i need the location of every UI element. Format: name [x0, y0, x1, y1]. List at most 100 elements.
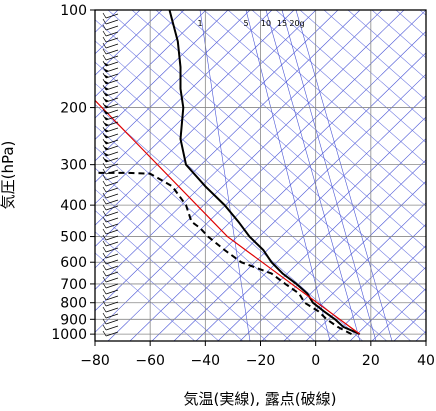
skew-line	[107, 30, 426, 341]
skew-line	[95, 10, 273, 183]
wind-barb	[102, 150, 119, 157]
wind-barb-shaft	[105, 301, 119, 307]
wind-barb-flag	[102, 12, 107, 19]
x-tick-label: 0	[311, 353, 320, 369]
wind-barb-pennant	[103, 98, 109, 102]
wind-barb-flag	[102, 192, 107, 199]
y-tick-label: 500	[60, 230, 87, 246]
wind-barb-shaft	[105, 259, 119, 265]
adiabat-line	[95, 231, 220, 341]
wind-barb-shaft	[105, 103, 119, 109]
wind-barb-flag	[102, 330, 107, 337]
wind-barb-flag	[102, 234, 107, 241]
wind-barb-pennant	[103, 104, 109, 108]
wind-barb	[102, 204, 119, 211]
wind-barb-flag	[102, 312, 107, 319]
wind-barb-shaft	[105, 307, 119, 313]
wind-barb-shaft	[105, 211, 119, 217]
wind-barb-flag	[102, 222, 107, 229]
wind-barb-shaft	[105, 205, 119, 211]
wind-barb-shaft	[105, 181, 119, 187]
wind-barb-flag	[102, 180, 107, 187]
skew-line	[151, 73, 426, 341]
wind-barb-shaft	[105, 79, 119, 85]
wind-barb-shaft	[105, 217, 119, 223]
wind-barb-flag	[102, 162, 107, 169]
wind-barb	[102, 162, 119, 169]
wind-barb	[102, 66, 119, 73]
wind-barb	[102, 264, 119, 271]
wind-barb-shaft	[105, 163, 119, 169]
wind-barb-flag	[102, 36, 107, 43]
wind-barb	[102, 24, 119, 31]
wind-barb-shaft	[105, 43, 119, 49]
wind-barb-shaft	[105, 25, 119, 31]
wind-barb	[102, 318, 119, 325]
wind-barb	[102, 18, 119, 25]
mixing-ratio-line	[199, 10, 251, 341]
adiabat-line	[95, 210, 244, 341]
wind-barb-shaft	[105, 169, 119, 175]
wind-barb	[102, 60, 119, 67]
wind-barb	[102, 36, 119, 43]
wind-barb-pennant	[103, 146, 109, 150]
wind-barb	[102, 42, 119, 49]
skew-line	[217, 138, 426, 341]
x-tick-label: −40	[191, 353, 221, 369]
wind-barb-shaft	[105, 121, 119, 127]
y-tick-label: 300	[60, 158, 87, 174]
wind-barb-flag	[102, 216, 107, 223]
wind-barb-pennant	[103, 152, 109, 156]
mixing-ratio-line	[265, 10, 361, 341]
skew-line	[95, 10, 295, 205]
adiabat-line	[155, 10, 426, 249]
wind-barb-pennant	[103, 68, 109, 72]
wind-barb-shaft	[105, 13, 119, 19]
wind-barb-flag	[102, 270, 107, 277]
wind-barb-flag	[102, 186, 107, 193]
wind-barb-shaft	[105, 73, 119, 79]
skew-line	[95, 10, 317, 226]
parcel-line	[95, 99, 361, 335]
wind-barb-shaft	[105, 55, 119, 61]
wind-barb	[102, 54, 119, 61]
wind-barb	[102, 96, 119, 103]
mixing-ratio-line	[295, 10, 393, 341]
y-tick-label: 700	[60, 277, 87, 293]
skew-line	[261, 180, 426, 341]
wind-barb	[102, 114, 119, 121]
y-tick-label: 1000	[51, 327, 87, 343]
wind-barb-shaft	[105, 37, 119, 43]
wind-barb-flag	[102, 294, 107, 301]
wind-barb	[102, 216, 119, 223]
skew-line	[305, 223, 426, 341]
wind-barb	[102, 84, 119, 91]
adiabat-line	[203, 10, 426, 207]
wind-barb	[102, 72, 119, 79]
mixing-ratio-label: 5	[243, 19, 248, 28]
skew-line	[327, 245, 426, 341]
adiabat-line	[179, 10, 426, 228]
wind-barb	[102, 30, 119, 37]
adiabat-line	[299, 10, 426, 122]
wind-barb	[102, 174, 119, 181]
wind-barb-flag	[102, 24, 107, 31]
wind-barb-flag	[102, 288, 107, 295]
skew-line	[95, 10, 207, 119]
y-tick-label: 200	[60, 101, 87, 117]
wind-barb-pennant	[103, 86, 109, 90]
wind-barb-pennant	[103, 62, 109, 66]
wind-barb-shaft	[105, 331, 119, 337]
adiabat-line	[347, 10, 426, 80]
adiabat-line	[251, 10, 426, 165]
wind-barb-pennant	[103, 80, 109, 84]
wind-barb-pennant	[103, 122, 109, 126]
wind-barb	[102, 12, 119, 19]
wind-barb	[102, 90, 119, 97]
wind-barb-shaft	[105, 31, 119, 37]
wind-barb-flag	[102, 324, 107, 331]
y-axis-label: 気圧(hPa)	[0, 141, 17, 210]
wind-barb	[102, 306, 119, 313]
